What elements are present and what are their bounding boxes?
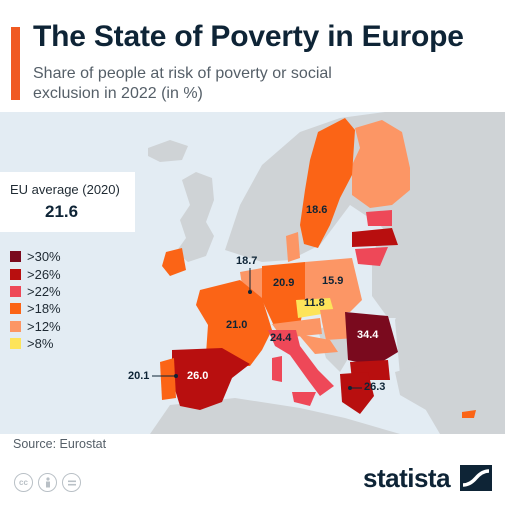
label-greece: 26.3 [364,381,386,393]
country-germany [262,262,305,328]
country-slovenia-croatia [298,334,338,354]
country-latvia [352,228,398,247]
land-uk [176,172,214,262]
label-germany: 20.9 [273,277,295,289]
country-denmark [286,232,300,262]
label-czechia: 11.8 [304,297,325,309]
country-italy-sicily [292,392,316,406]
legend-swatch [10,303,21,315]
country-romania [345,312,398,366]
legend-swatch [10,268,21,280]
label-spain: 26.0 [187,370,209,382]
statista-logo-text[interactable]: statista [363,463,451,493]
legend-label: >26% [27,266,61,282]
legend-item: >30% [10,248,61,265]
legend: >30% >26% >22% >18% >12% >8% [10,248,61,352]
label-benelux: 18.7 [236,255,258,267]
label-portugal: 20.1 [128,370,150,382]
land-ukraine-belarus [372,235,430,318]
legend-swatch [10,251,21,263]
country-portugal [160,358,176,400]
attribution-icon[interactable] [38,473,57,492]
eu-average-value: 21.6 [45,202,79,221]
legend-swatch [10,338,21,350]
page-subtitle: Share of people at risk of poverty or so… [33,65,332,102]
legend-label: >30% [27,249,61,265]
land-norway-russia [225,112,505,434]
eu-average-box: EU average (2020) 21.6 [0,172,135,232]
country-ireland [162,248,186,276]
source-note: Source: Eurostat [13,437,107,451]
no-derivatives-icon[interactable] [62,473,81,492]
label-sweden: 18.6 [306,204,328,216]
legend-swatch [10,320,21,332]
legend-item: >18% [10,300,61,317]
country-poland [305,258,362,312]
map-area: 18.6 18.7 20.9 15.9 11.8 21.0 24.4 34.4 … [0,112,505,434]
country-lithuania [355,247,388,266]
legend-label: >12% [27,318,61,334]
statista-logo-icon[interactable] [460,465,492,491]
country-spain [172,348,250,410]
legend-item: >26% [10,265,61,282]
cc-icon[interactable]: cc [14,473,33,492]
legend-label: >18% [27,301,61,317]
legend-label: >22% [27,283,61,299]
label-romania: 34.4 [357,329,379,341]
label-italy: 24.4 [270,332,292,344]
land-turkey [395,350,505,420]
land-iceland [148,140,188,162]
country-slovakia [320,308,348,322]
country-finland [352,120,410,208]
legend-swatch [10,285,21,297]
page-title: The State of Poverty in Europe [33,20,464,53]
europe-map [0,112,505,434]
title-accent-bar [11,27,20,100]
country-estonia [366,210,392,226]
label-france: 21.0 [226,319,248,331]
legend-label: >8% [27,336,54,352]
legend-item: >12% [10,318,61,335]
country-greece [340,372,374,414]
eu-average-label: EU average (2020) [10,182,120,197]
country-france [196,280,272,366]
country-cyprus [462,410,476,418]
legend-item: >8% [10,335,61,352]
land-africa [150,398,400,434]
country-italy [268,330,334,396]
country-sweden [300,118,355,248]
header: The State of Poverty in Europe Share of … [0,0,505,112]
legend-item: >22% [10,283,61,300]
footer: Source: Eurostat cc statista [0,434,505,505]
country-italy-sardinia [272,356,282,382]
label-poland: 15.9 [322,275,344,287]
